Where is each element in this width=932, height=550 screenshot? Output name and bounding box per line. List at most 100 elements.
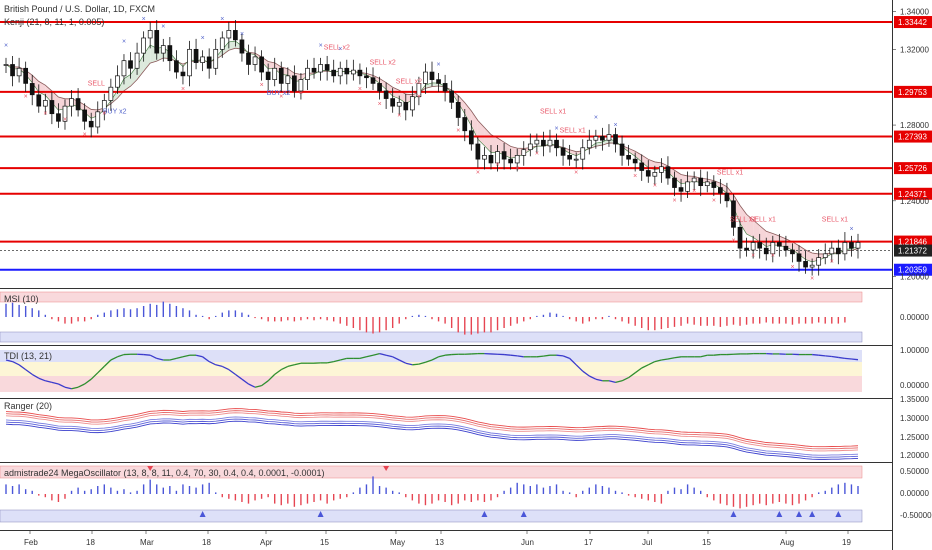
- time-tick-label: Aug: [780, 538, 794, 547]
- tdi-segment: [18, 364, 27, 371]
- cross-marker: ×: [319, 42, 323, 49]
- tdi-segment: [379, 352, 387, 356]
- panel-dividers: [0, 0, 893, 550]
- tdi-segment: [340, 357, 347, 361]
- msi-upper-zone: [0, 291, 863, 303]
- tdi-segment: [156, 357, 164, 361]
- ranger-band: [5, 412, 859, 452]
- tdi-segment: [608, 380, 616, 384]
- cloud-segment: [648, 159, 655, 170]
- candle: [731, 194, 736, 236]
- cloud-segment: [432, 82, 439, 87]
- mega-trough-marker: [520, 511, 527, 517]
- mega-histogram: [5, 466, 859, 517]
- level-badge: [894, 187, 932, 200]
- mega-trough-marker: [317, 511, 324, 517]
- sell-signal: SELL x2: [324, 44, 350, 51]
- candle: [849, 235, 854, 257]
- candle: [239, 33, 245, 62]
- tdi-segment: [589, 375, 597, 380]
- cross-marker: ×: [220, 16, 224, 23]
- tdi-segment: [25, 369, 33, 375]
- time-tick-label: 17: [584, 538, 593, 547]
- tdi-segment: [5, 359, 13, 363]
- cloud-segment: [32, 75, 39, 93]
- tdi-segment: [261, 380, 269, 387]
- cloud-segment: [222, 41, 229, 56]
- buy-signal: BUY x2: [103, 109, 127, 116]
- tdi-segment: [202, 356, 210, 363]
- candle: [855, 233, 861, 259]
- tdi-segment: [844, 357, 852, 360]
- candle: [10, 55, 15, 87]
- time-tick-label: 13: [435, 538, 444, 547]
- candle: [514, 148, 520, 172]
- cloud-segment: [681, 174, 688, 184]
- candle: [632, 152, 638, 172]
- mega-trough-marker: [796, 511, 803, 517]
- tdi-segment: [208, 361, 217, 366]
- candle: [141, 31, 146, 62]
- tdi-upper-zone: [0, 350, 862, 362]
- mega-tick-3: -0.50000: [900, 511, 932, 520]
- tdi-segment: [628, 372, 636, 379]
- level-badge: [894, 263, 932, 276]
- tdi-segment: [71, 386, 79, 390]
- level-badge-label: 1.25726: [898, 164, 927, 173]
- tdi-segment: [562, 355, 570, 360]
- candle: [645, 160, 651, 183]
- candle: [108, 78, 114, 111]
- mega-trough-marker: [481, 511, 488, 517]
- candle: [455, 95, 461, 127]
- candle: [278, 61, 284, 92]
- candle: [252, 46, 258, 72]
- candle: [796, 245, 802, 272]
- tdi-segment: [110, 356, 118, 361]
- candle: [213, 38, 219, 75]
- mega-trough-marker: [730, 511, 737, 517]
- candle: [816, 249, 822, 276]
- cloud-segment: [123, 74, 131, 91]
- candle: [567, 144, 572, 166]
- level-badge: [894, 130, 932, 143]
- buy-signal: BUY x2: [267, 90, 291, 97]
- tdi-segment: [51, 381, 59, 385]
- cloud-segment: [628, 148, 636, 157]
- cross-marker: ×: [161, 24, 165, 31]
- cross-marker: ×: [142, 16, 146, 23]
- tdi-segment: [274, 369, 282, 375]
- candle: [265, 63, 271, 91]
- price-levels: 1.33442 1.29753 1.27393 1.25726 1.24371 1.218…: [0, 16, 932, 276]
- tdi-segment: [510, 354, 518, 357]
- candle: [835, 239, 841, 265]
- tdi-segment: [647, 361, 656, 366]
- level-badge-label: 1.20359: [898, 266, 927, 275]
- candle: [842, 232, 848, 261]
- candle: [626, 144, 631, 166]
- level-badge-label: 1.33442: [898, 18, 927, 27]
- candle: [88, 112, 94, 138]
- cross-marker: ×: [437, 61, 441, 68]
- ranger-label: Ranger (20): [4, 401, 52, 411]
- cloud-segment: [805, 250, 813, 262]
- tdi-segment: [536, 355, 544, 358]
- candle: [285, 67, 291, 94]
- tdi-segment: [831, 355, 839, 359]
- candle: [351, 59, 356, 81]
- cross-marker: ×: [338, 46, 342, 53]
- candle: [187, 40, 192, 87]
- msi-tick: 0.00000: [900, 313, 929, 322]
- candle: [69, 90, 74, 117]
- tdi-segment: [812, 353, 819, 356]
- tdi-segment: [97, 365, 105, 374]
- candle: [442, 74, 448, 102]
- kenji-slow-line: [5, 47, 859, 255]
- candle: [744, 237, 749, 257]
- cloud-segment: [497, 137, 505, 155]
- tdi-segment: [674, 356, 682, 359]
- candle: [665, 156, 671, 185]
- cross-marker: ×: [515, 166, 519, 173]
- tdi-label: TDI (13, 21): [4, 351, 52, 361]
